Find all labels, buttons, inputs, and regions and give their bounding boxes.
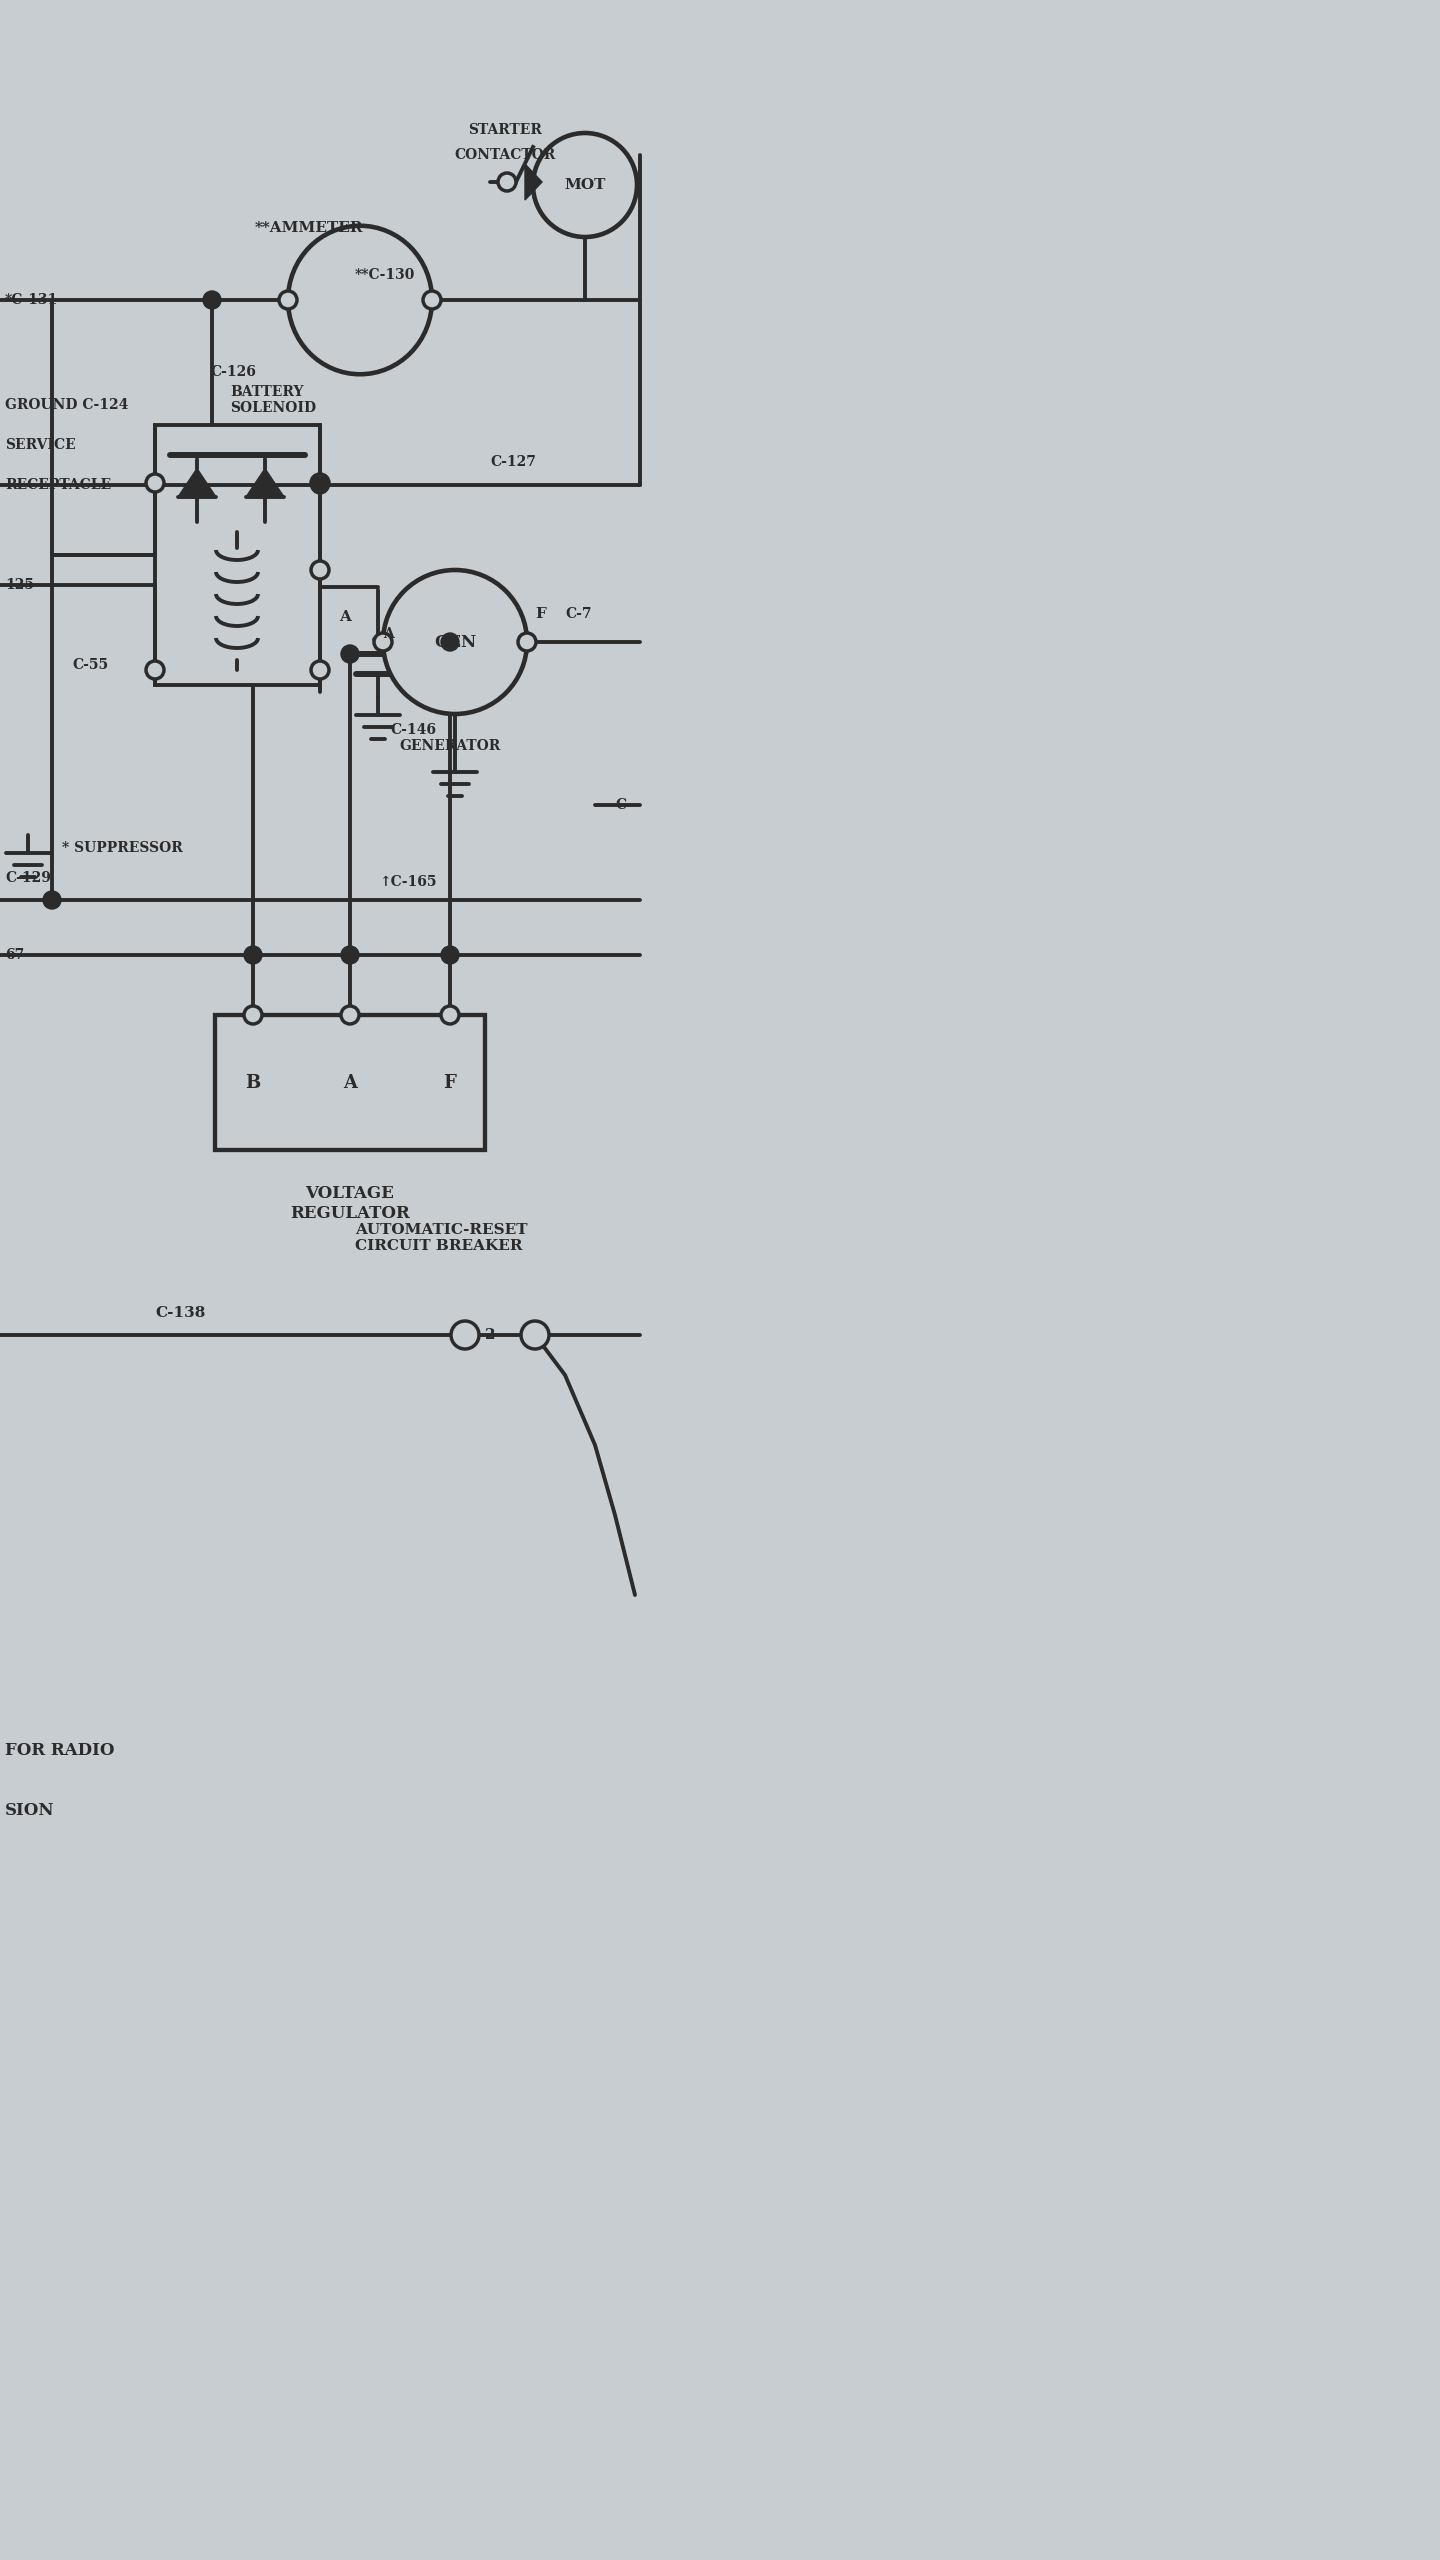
Text: C-126: C-126 <box>210 366 256 379</box>
Text: 2: 2 <box>485 1329 495 1341</box>
Circle shape <box>533 133 636 238</box>
Text: C-129: C-129 <box>4 870 50 886</box>
Text: C-127: C-127 <box>490 456 536 468</box>
Circle shape <box>521 1321 549 1349</box>
Text: RECEPTACLE: RECEPTACLE <box>4 479 111 492</box>
Circle shape <box>43 891 60 909</box>
Text: GEN: GEN <box>433 632 477 650</box>
Text: AUTOMATIC-RESET
CIRCUIT BREAKER: AUTOMATIC-RESET CIRCUIT BREAKER <box>356 1224 527 1252</box>
Circle shape <box>518 632 536 650</box>
Text: B: B <box>245 1073 261 1091</box>
Circle shape <box>451 1321 480 1349</box>
Circle shape <box>145 660 164 678</box>
Text: * SUPPRESSOR: * SUPPRESSOR <box>62 842 183 855</box>
Text: SION: SION <box>4 1802 55 1818</box>
Circle shape <box>311 476 328 494</box>
Text: STARTER: STARTER <box>468 123 541 138</box>
Circle shape <box>374 632 392 650</box>
Text: BATTERY
SOLENOID: BATTERY SOLENOID <box>230 384 317 415</box>
Text: **AMMETER: **AMMETER <box>255 220 363 236</box>
Circle shape <box>311 561 328 579</box>
Circle shape <box>441 1006 459 1024</box>
Circle shape <box>243 1006 262 1024</box>
Circle shape <box>311 474 328 492</box>
Circle shape <box>441 632 459 650</box>
Circle shape <box>498 174 516 192</box>
FancyBboxPatch shape <box>156 425 320 686</box>
Text: GENERATOR: GENERATOR <box>399 740 501 753</box>
Circle shape <box>145 474 164 492</box>
Polygon shape <box>179 468 216 497</box>
Text: A: A <box>343 1073 357 1091</box>
Text: VOLTAGE
REGULATOR: VOLTAGE REGULATOR <box>289 1185 410 1221</box>
Circle shape <box>441 947 459 965</box>
Text: C-138: C-138 <box>156 1306 206 1321</box>
Text: GROUND C-124: GROUND C-124 <box>4 397 128 412</box>
Circle shape <box>423 292 441 310</box>
Text: MOT: MOT <box>564 179 606 192</box>
Text: F: F <box>536 607 546 622</box>
Text: C-7: C-7 <box>564 607 592 622</box>
Polygon shape <box>246 468 284 497</box>
Text: FOR RADIO: FOR RADIO <box>4 1741 115 1759</box>
Text: **C-130: **C-130 <box>356 269 415 282</box>
Circle shape <box>341 947 359 965</box>
Circle shape <box>279 292 297 310</box>
Text: 67: 67 <box>4 947 24 963</box>
Circle shape <box>243 947 262 965</box>
Text: ↑C-165: ↑C-165 <box>380 876 438 888</box>
Text: *C-131: *C-131 <box>4 292 58 307</box>
Text: 125: 125 <box>4 579 35 591</box>
FancyBboxPatch shape <box>215 1014 485 1149</box>
Text: CONTACTOR: CONTACTOR <box>455 148 556 161</box>
Circle shape <box>311 660 328 678</box>
Text: SERVICE: SERVICE <box>4 438 76 453</box>
Text: F: F <box>444 1073 456 1091</box>
Text: A: A <box>383 627 393 640</box>
Polygon shape <box>526 164 541 200</box>
Ellipse shape <box>288 225 432 374</box>
Circle shape <box>341 645 359 663</box>
Text: A: A <box>338 609 351 625</box>
Text: C-146: C-146 <box>390 722 436 737</box>
Circle shape <box>383 571 527 714</box>
Circle shape <box>341 1006 359 1024</box>
Text: C-55: C-55 <box>72 658 108 673</box>
Circle shape <box>203 292 220 310</box>
Text: C-: C- <box>615 799 632 812</box>
